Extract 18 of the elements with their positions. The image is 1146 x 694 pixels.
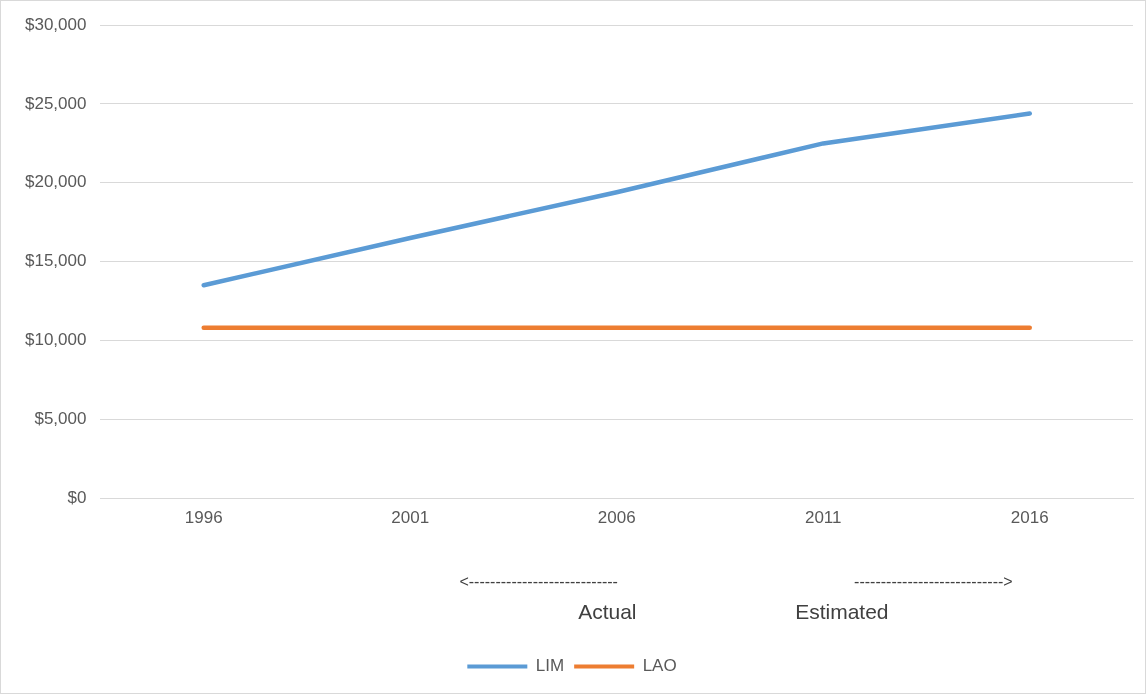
legend-label: LAO — [642, 656, 677, 676]
x-tick-label: 2011 — [804, 507, 842, 527]
y-tick-label: $10,000 — [25, 330, 87, 350]
text: ----------------------------> — [854, 572, 1013, 590]
y-tick-label: $20,000 — [25, 172, 87, 192]
x-tick-label: 2006 — [597, 507, 636, 527]
text: Actual — [578, 600, 637, 624]
x-tick-label: 1996 — [184, 507, 223, 527]
y-tick-label: $5,000 — [34, 408, 87, 428]
legend-label: LIM — [535, 656, 565, 676]
text: <---------------------------- — [459, 572, 618, 590]
x-tick-label: 2016 — [1010, 507, 1049, 527]
y-tick-label: $0 — [67, 487, 87, 507]
text: Estimated — [795, 600, 889, 624]
y-tick-label: $25,000 — [25, 93, 87, 113]
y-tick-label: $15,000 — [25, 251, 87, 271]
y-tick-label: $30,000 — [25, 14, 87, 34]
x-tick-label: 2001 — [391, 507, 430, 527]
